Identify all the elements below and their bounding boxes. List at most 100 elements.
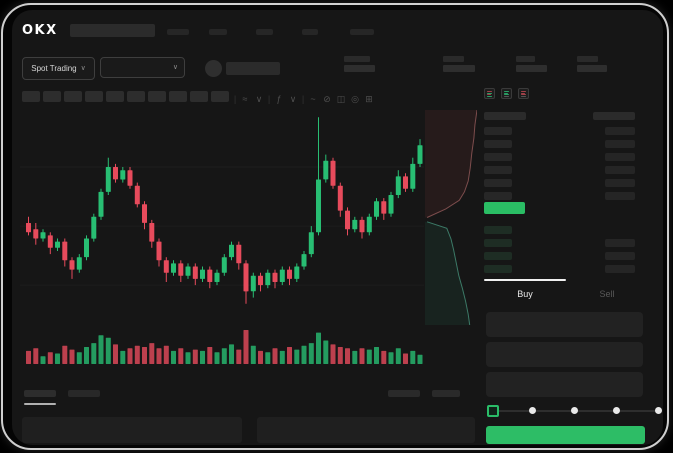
toolbar-divider: | xyxy=(267,94,271,104)
nav-item[interactable] xyxy=(350,29,374,35)
stat-value-placeholder xyxy=(516,65,547,72)
pair-name-placeholder xyxy=(226,62,280,75)
screen: OKX Spot Trading ∨ ∨ | ≈ ∨ | ƒ ∨ | ~ ⊘ ◫ ◎ ⊞ xyxy=(12,10,663,445)
bid-price-placeholder xyxy=(484,225,512,234)
toolbar-icons[interactable]: | ≈ ∨ | ƒ ∨ | ~ ⊘ ◫ ◎ ⊞ xyxy=(232,89,376,106)
tab-sell[interactable]: Sell xyxy=(566,281,648,307)
indicators-icon[interactable]: ƒ xyxy=(276,94,282,104)
slider-step[interactable] xyxy=(654,407,662,414)
stat-value-placeholder xyxy=(443,65,475,72)
toolbar-divider: | xyxy=(233,94,237,104)
okx-logo: OKX xyxy=(22,23,58,38)
ask-price-placeholder xyxy=(484,139,512,148)
ask-price-placeholder xyxy=(484,126,512,135)
bottom-tab-underline xyxy=(24,403,56,405)
tab-buy-label: Buy xyxy=(517,289,533,299)
orderbook-amount-header-placeholder xyxy=(593,112,635,120)
ask-amount-placeholder xyxy=(605,152,635,161)
screenshot-icon[interactable]: ◫ xyxy=(336,94,346,104)
pair-selector-dropdown[interactable]: ∨ xyxy=(100,57,185,78)
fullscreen-icon[interactable]: ⊞ xyxy=(365,94,373,104)
ask-amount-placeholder xyxy=(605,139,635,148)
ask-rows[interactable] xyxy=(484,124,635,202)
ask-row[interactable] xyxy=(484,176,635,189)
stat-label-placeholder xyxy=(516,56,535,62)
candle-style-icon[interactable]: ≈ xyxy=(242,94,248,104)
slider-step-active[interactable] xyxy=(486,405,499,417)
coin-avatar xyxy=(205,60,222,77)
ask-amount-placeholder xyxy=(605,165,635,174)
market-type-selector[interactable]: Spot Trading ∨ xyxy=(22,57,95,80)
toolbar-divider: | xyxy=(301,94,305,104)
bids-only-icon[interactable] xyxy=(501,88,512,99)
bottom-tab-active[interactable] xyxy=(24,390,56,397)
settings-icon[interactable]: ◎ xyxy=(351,94,359,104)
chevron-down-icon[interactable]: ∨ xyxy=(289,94,297,104)
toolbar-button-placeholder[interactable] xyxy=(190,91,208,102)
bid-row[interactable] xyxy=(484,249,635,262)
toolbar-button-placeholder[interactable] xyxy=(106,91,124,102)
price-chart-svg[interactable] xyxy=(20,100,424,368)
bottom-action-placeholder[interactable] xyxy=(432,390,460,397)
nav-item[interactable] xyxy=(167,29,189,35)
chevron-down-icon[interactable]: ∨ xyxy=(255,94,263,104)
slider-step[interactable] xyxy=(528,407,536,414)
line-tool-icon[interactable]: ~ xyxy=(310,94,316,104)
nav-item[interactable] xyxy=(209,29,227,35)
toolbar-button-placeholder[interactable] xyxy=(85,91,103,102)
ask-amount-placeholder xyxy=(605,126,635,135)
ask-amount-placeholder xyxy=(605,178,635,187)
ask-price-placeholder xyxy=(484,152,512,161)
market-type-label: Spot Trading xyxy=(31,64,77,73)
buy-button[interactable] xyxy=(486,426,645,444)
toolbar-button-placeholder[interactable] xyxy=(211,91,229,102)
nav-item[interactable] xyxy=(256,29,273,35)
toolbar-button-placeholder[interactable] xyxy=(127,91,145,102)
ask-amount-placeholder xyxy=(605,191,635,200)
bottom-tab[interactable] xyxy=(68,390,100,397)
ask-row[interactable] xyxy=(484,163,635,176)
bid-rows[interactable] xyxy=(484,223,635,275)
ask-row[interactable] xyxy=(484,124,635,137)
bid-amount-placeholder xyxy=(605,264,635,273)
bid-price-placeholder xyxy=(484,238,512,247)
total-input[interactable] xyxy=(486,372,643,397)
slider-step[interactable] xyxy=(612,407,620,414)
toolbar-button-placeholder[interactable] xyxy=(64,91,82,102)
depth-chart-svg xyxy=(425,110,477,325)
toolbar-placeholder-buttons[interactable] xyxy=(22,89,232,106)
nav-item[interactable] xyxy=(302,29,318,35)
draw-tool-icon[interactable]: ⊘ xyxy=(323,94,331,104)
bid-row[interactable] xyxy=(484,262,635,275)
stat-label-placeholder xyxy=(443,56,464,62)
stat-label-placeholder xyxy=(577,56,598,62)
toolbar-button-placeholder[interactable] xyxy=(43,91,61,102)
bottom-action-placeholder[interactable] xyxy=(388,390,420,397)
chevron-down-icon: ∨ xyxy=(172,64,178,71)
toolbar-button-placeholder[interactable] xyxy=(169,91,187,102)
bid-row[interactable] xyxy=(484,223,635,236)
asks-only-icon[interactable] xyxy=(518,88,529,99)
stat-label-placeholder xyxy=(344,56,370,62)
ask-price-placeholder xyxy=(484,165,512,174)
active-tab-indicator xyxy=(484,279,566,281)
orderbook-mode-toggles xyxy=(484,88,535,99)
toolbar-button-placeholder[interactable] xyxy=(148,91,166,102)
bid-row[interactable] xyxy=(484,236,635,249)
ask-row[interactable] xyxy=(484,189,635,202)
last-price-bar[interactable] xyxy=(484,202,525,214)
combined-book-icon[interactable] xyxy=(484,88,495,99)
ask-row[interactable] xyxy=(484,150,635,163)
bottom-panel-placeholder xyxy=(257,417,475,443)
toolbar-button-placeholder[interactable] xyxy=(22,91,40,102)
price-input[interactable] xyxy=(486,312,643,337)
slider-step[interactable] xyxy=(570,407,578,414)
ask-row[interactable] xyxy=(484,137,635,150)
tab-buy[interactable]: Buy xyxy=(484,281,566,307)
amount-input[interactable] xyxy=(486,342,643,367)
ask-price-placeholder xyxy=(484,191,512,200)
search-input[interactable] xyxy=(70,24,155,37)
bid-amount-placeholder xyxy=(605,238,635,247)
bottom-panel-placeholder xyxy=(22,417,242,443)
